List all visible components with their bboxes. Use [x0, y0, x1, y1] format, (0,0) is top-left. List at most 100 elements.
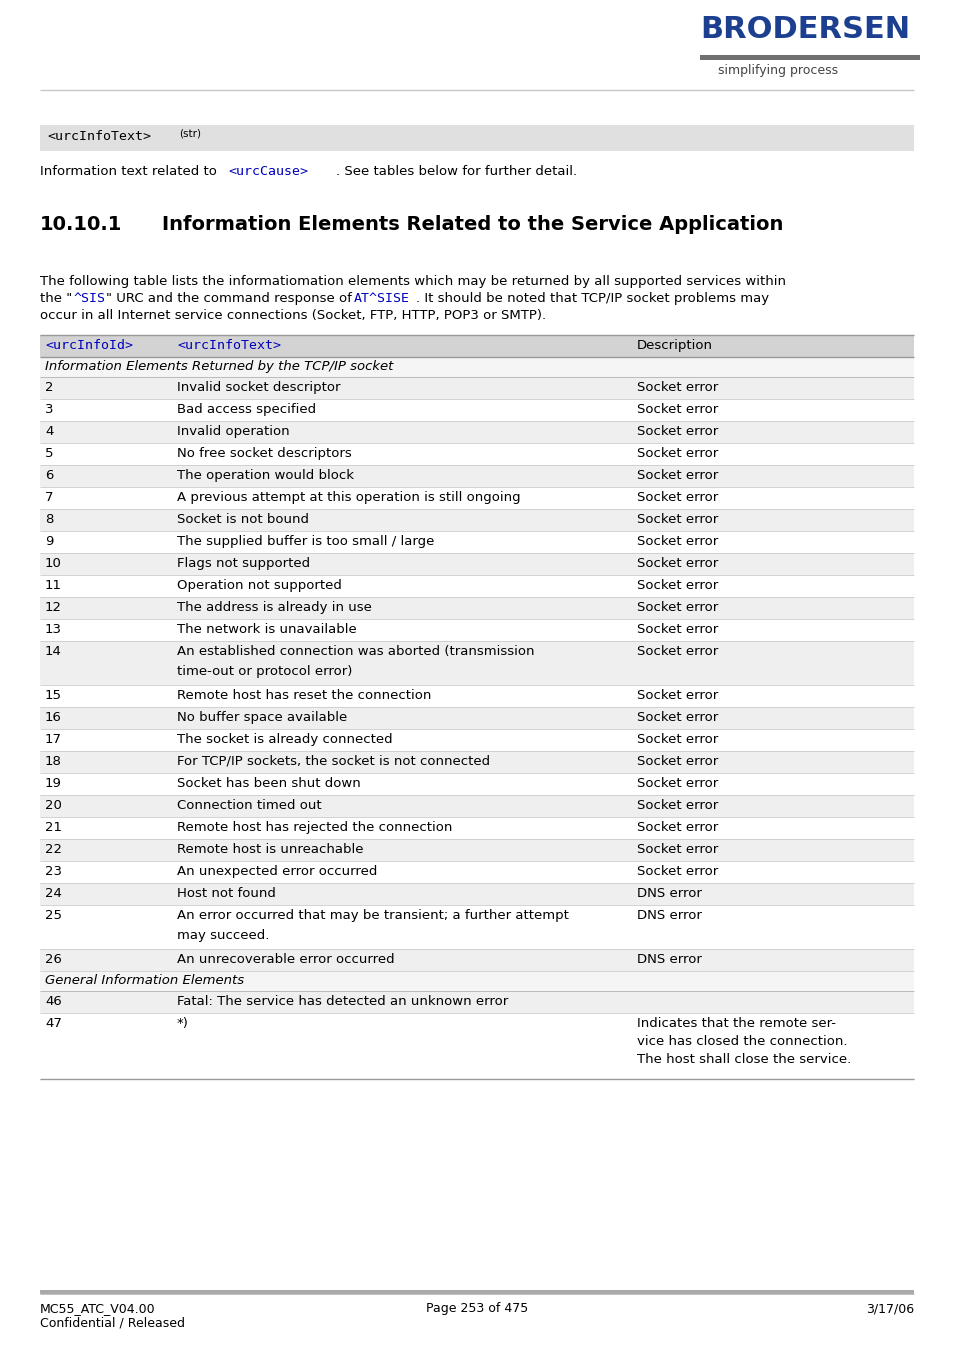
Bar: [40, 971, 913, 992]
Text: " URC and the command response of: " URC and the command response of: [106, 292, 355, 305]
Text: Socket error: Socket error: [637, 734, 718, 746]
Bar: [40, 861, 913, 884]
Text: Socket error: Socket error: [637, 381, 718, 394]
Bar: [40, 992, 913, 1013]
Bar: [40, 685, 913, 707]
Text: Socket error: Socket error: [637, 711, 718, 724]
Text: Socket error: Socket error: [637, 623, 718, 636]
Bar: [40, 751, 913, 773]
Text: *): *): [177, 1017, 189, 1029]
Text: Socket error: Socket error: [637, 821, 718, 834]
Bar: [40, 443, 913, 465]
Bar: [40, 399, 913, 422]
Text: 24: 24: [45, 888, 62, 900]
Text: BRODERSEN: BRODERSEN: [700, 15, 909, 45]
Text: simplifying process: simplifying process: [718, 63, 838, 77]
Text: Connection timed out: Connection timed out: [177, 798, 321, 812]
Text: An unrecoverable error occurred: An unrecoverable error occurred: [177, 952, 395, 966]
Text: Socket error: Socket error: [637, 513, 718, 526]
Bar: [40, 1013, 913, 1079]
Text: DNS error: DNS error: [637, 888, 701, 900]
Text: (str): (str): [179, 128, 201, 138]
Text: No free socket descriptors: No free socket descriptors: [177, 447, 352, 459]
Text: An unexpected error occurred: An unexpected error occurred: [177, 865, 377, 878]
Text: Socket error: Socket error: [637, 777, 718, 790]
Text: . See tables below for further detail.: . See tables below for further detail.: [335, 165, 577, 178]
Text: Socket error: Socket error: [637, 403, 718, 416]
Text: A previous attempt at this operation is still ongoing: A previous attempt at this operation is …: [177, 490, 520, 504]
Text: 3/17/06: 3/17/06: [865, 1302, 913, 1315]
Text: 15: 15: [45, 689, 62, 703]
Text: The following table lists the informatiomation elements which may be returned by: The following table lists the informatio…: [40, 276, 785, 288]
Text: 22: 22: [45, 843, 62, 857]
Text: <urcCause>: <urcCause>: [228, 165, 308, 178]
Text: 23: 23: [45, 865, 62, 878]
Text: Confidential / Released: Confidential / Released: [40, 1316, 185, 1329]
Bar: [40, 619, 913, 640]
Text: <urcInfoId>: <urcInfoId>: [45, 339, 132, 353]
Text: Socket error: Socket error: [637, 557, 718, 570]
Bar: [40, 377, 913, 399]
Text: Socket error: Socket error: [637, 426, 718, 438]
Text: 11: 11: [45, 580, 62, 592]
Text: Operation not supported: Operation not supported: [177, 580, 341, 592]
Bar: [40, 553, 913, 576]
Text: 8: 8: [45, 513, 53, 526]
Text: 21: 21: [45, 821, 62, 834]
Text: Information text related to: Information text related to: [40, 165, 221, 178]
Text: 20: 20: [45, 798, 62, 812]
Text: Indicates that the remote ser-: Indicates that the remote ser-: [637, 1017, 835, 1029]
Text: 47: 47: [45, 1017, 62, 1029]
Bar: [40, 126, 913, 151]
Bar: [40, 773, 913, 794]
Text: The network is unavailable: The network is unavailable: [177, 623, 356, 636]
Text: 6: 6: [45, 469, 53, 482]
Text: Fatal: The service has detected an unknown error: Fatal: The service has detected an unkno…: [177, 994, 508, 1008]
Text: Socket error: Socket error: [637, 580, 718, 592]
Text: Remote host has reset the connection: Remote host has reset the connection: [177, 689, 431, 703]
Text: Bad access specified: Bad access specified: [177, 403, 315, 416]
Text: DNS error: DNS error: [637, 952, 701, 966]
Text: Information Elements Returned by the TCP/IP socket: Information Elements Returned by the TCP…: [45, 359, 393, 373]
Text: 46: 46: [45, 994, 62, 1008]
Bar: [40, 422, 913, 443]
Text: An error occurred that may be transient; a further attempt: An error occurred that may be transient;…: [177, 909, 568, 921]
Bar: [40, 486, 913, 509]
Text: 25: 25: [45, 909, 62, 921]
Text: Socket error: Socket error: [637, 535, 718, 549]
Bar: [40, 730, 913, 751]
Text: Socket error: Socket error: [637, 601, 718, 613]
Bar: [40, 817, 913, 839]
Bar: [40, 905, 913, 948]
Text: . It should be noted that TCP/IP socket problems may: . It should be noted that TCP/IP socket …: [416, 292, 768, 305]
Text: Page 253 of 475: Page 253 of 475: [425, 1302, 528, 1315]
Text: No buffer space available: No buffer space available: [177, 711, 347, 724]
Text: Information Elements Related to the Service Application: Information Elements Related to the Serv…: [162, 215, 782, 234]
Bar: [40, 597, 913, 619]
Text: Flags not supported: Flags not supported: [177, 557, 310, 570]
Text: 10.10.1: 10.10.1: [40, 215, 122, 234]
Text: For TCP/IP sockets, the socket is not connected: For TCP/IP sockets, the socket is not co…: [177, 755, 490, 767]
Text: may succeed.: may succeed.: [177, 929, 269, 942]
Text: Socket is not bound: Socket is not bound: [177, 513, 309, 526]
Text: Invalid operation: Invalid operation: [177, 426, 290, 438]
Text: Socket error: Socket error: [637, 644, 718, 658]
Bar: [40, 794, 913, 817]
Text: <urcInfoText>: <urcInfoText>: [177, 339, 281, 353]
Text: Description: Description: [637, 339, 712, 353]
Bar: [40, 335, 913, 357]
Bar: [40, 465, 913, 486]
Text: Socket error: Socket error: [637, 843, 718, 857]
Text: Socket error: Socket error: [637, 490, 718, 504]
Text: 19: 19: [45, 777, 62, 790]
Text: The host shall close the service.: The host shall close the service.: [637, 1052, 850, 1066]
Text: 5: 5: [45, 447, 53, 459]
Text: Socket error: Socket error: [637, 865, 718, 878]
Bar: [40, 576, 913, 597]
Text: Socket error: Socket error: [637, 469, 718, 482]
Text: vice has closed the connection.: vice has closed the connection.: [637, 1035, 846, 1048]
Bar: [40, 1290, 913, 1294]
Text: MC55_ATC_V04.00: MC55_ATC_V04.00: [40, 1302, 155, 1315]
Text: 18: 18: [45, 755, 62, 767]
Text: 9: 9: [45, 535, 53, 549]
